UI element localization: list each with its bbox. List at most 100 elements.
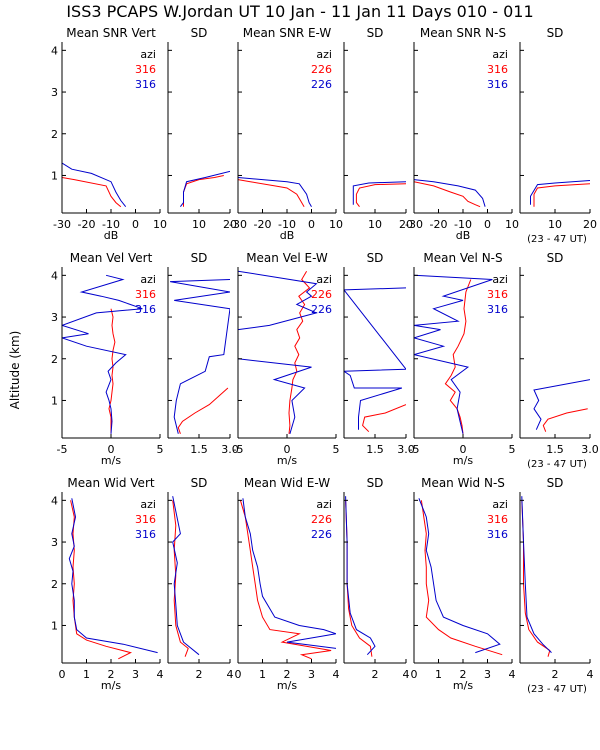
series-line-red <box>108 308 116 434</box>
x-tick-label: 20 <box>583 218 597 231</box>
x-tick-label: 0 <box>460 443 467 456</box>
legend-blue: 316 <box>135 78 156 91</box>
panel-title: SD <box>367 251 384 265</box>
y-tick-label: 1 <box>51 169 58 182</box>
legend-header: azi <box>316 273 332 286</box>
x-tick-label: 5 <box>157 443 164 456</box>
x-tick-label: 5 <box>333 443 340 456</box>
x-tick-label: -20 <box>430 218 448 231</box>
series-line-blue <box>352 181 406 205</box>
legend-red: 316 <box>135 63 156 76</box>
legend-blue: 226 <box>311 528 332 541</box>
legend-blue: 226 <box>311 78 332 91</box>
y-tick-label: 3 <box>51 311 58 324</box>
series-line-blue <box>521 496 552 653</box>
panel-title: Mean SNR E-W <box>243 26 332 40</box>
x-tick-label: -20 <box>78 218 96 231</box>
y-axis-label: Altitude (km) <box>8 331 22 410</box>
x-tick-label: 3 <box>484 668 491 681</box>
x-tick-label: 0 <box>484 218 491 231</box>
series-line-blue <box>414 179 486 207</box>
series-line-red <box>238 179 305 207</box>
panel: SD 2 4 <box>167 476 234 681</box>
x-tick-label: 4 <box>509 668 516 681</box>
x-tick-label: 20 <box>223 218 237 231</box>
x-tick-label: 3 <box>308 668 315 681</box>
panel-title: Mean Wid N-S <box>421 476 505 490</box>
panel-title: SD <box>367 26 384 40</box>
y-tick-label: 1 <box>51 619 58 632</box>
time-range-note: (23 - 47 UT) <box>527 459 587 470</box>
panel: Mean Vel Vert 1 2 3 4 -5 0 5 m/s azi 316 316 <box>51 251 164 467</box>
x-tick-label: 2 <box>552 668 559 681</box>
x-tick-label: 0 <box>235 668 242 681</box>
x-axis-label: m/s <box>453 679 473 692</box>
panel: SD 10 20 (23 - 47 UT) <box>519 26 597 245</box>
x-tick-label: 3.0 <box>397 443 415 456</box>
panel-title: SD <box>191 26 208 40</box>
legend-blue: 226 <box>311 303 332 316</box>
panel-title: Mean Vel Vert <box>70 251 153 265</box>
legend-red: 316 <box>487 513 508 526</box>
panel: SD 1.5 3.0 (23 - 47 UT) <box>519 251 599 470</box>
panel-title: SD <box>191 251 208 265</box>
y-tick-label: 2 <box>51 578 58 591</box>
series-line-blue <box>180 170 230 208</box>
x-tick-label: 2 <box>460 668 467 681</box>
panel-title: SD <box>547 476 564 490</box>
legend-red: 226 <box>311 63 332 76</box>
series-line-blue <box>242 498 336 649</box>
x-tick-label: 0 <box>411 668 418 681</box>
legend-header: azi <box>140 48 156 61</box>
y-tick-label: 4 <box>51 269 58 282</box>
series-line-blue <box>238 270 318 434</box>
legend-blue: 316 <box>135 303 156 316</box>
panel-title: Mean Wid Vert <box>67 476 154 490</box>
series-line-red <box>172 500 189 657</box>
legend-red: 316 <box>135 288 156 301</box>
x-tick-label: 5 <box>509 443 516 456</box>
panel-title: SD <box>191 476 208 490</box>
x-tick-label: 4 <box>333 668 340 681</box>
figure-title: ISS3 PCAPS W.Jordan UT 10 Jan - 11 Jan 1… <box>66 2 533 21</box>
series-line-red <box>177 387 229 434</box>
series-line-red <box>355 183 406 208</box>
panel-title: Mean Wid E-W <box>244 476 330 490</box>
x-tick-label: 20 <box>399 218 413 231</box>
panel: SD 10 20 <box>167 26 237 231</box>
panel: Mean Vel E-W -5 0 5 m/s azi 226 226 <box>233 251 340 467</box>
legend-red: 226 <box>311 513 332 526</box>
x-tick-label: 3 <box>132 668 139 681</box>
x-tick-label: 1.5 <box>546 443 564 456</box>
panel-title: SD <box>547 26 564 40</box>
legend-header: azi <box>492 273 508 286</box>
x-tick-label: 0 <box>59 668 66 681</box>
x-tick-label: -10 <box>454 218 472 231</box>
x-tick-label: -30 <box>53 218 71 231</box>
y-tick-label: 1 <box>51 394 58 407</box>
x-axis-label: dB <box>280 229 295 242</box>
legend-red: 316 <box>487 63 508 76</box>
x-axis-label: m/s <box>277 679 297 692</box>
x-tick-label: -5 <box>57 443 68 456</box>
series-line-blue <box>414 274 493 434</box>
y-tick-label: 4 <box>51 44 58 57</box>
x-tick-label: -10 <box>278 218 296 231</box>
time-range-note: (23 - 47 UT) <box>527 234 587 245</box>
series-line-blue <box>238 177 312 207</box>
x-tick-label: -10 <box>102 218 120 231</box>
series-line-red <box>521 500 551 657</box>
legend-header: azi <box>140 498 156 511</box>
legend-header: azi <box>492 498 508 511</box>
y-tick-label: 3 <box>51 536 58 549</box>
series-line-red <box>62 170 122 208</box>
series-line-blue <box>344 287 406 430</box>
legend-red: 316 <box>135 513 156 526</box>
series-line-red <box>444 279 472 434</box>
legend-red: 226 <box>311 288 332 301</box>
x-axis-label: m/s <box>277 454 297 467</box>
series-line-red <box>362 404 406 433</box>
legend-blue: 316 <box>487 303 508 316</box>
panel: Mean Wid N-S 0 1 2 3 4 m/s azi 316 316 <box>411 476 516 692</box>
